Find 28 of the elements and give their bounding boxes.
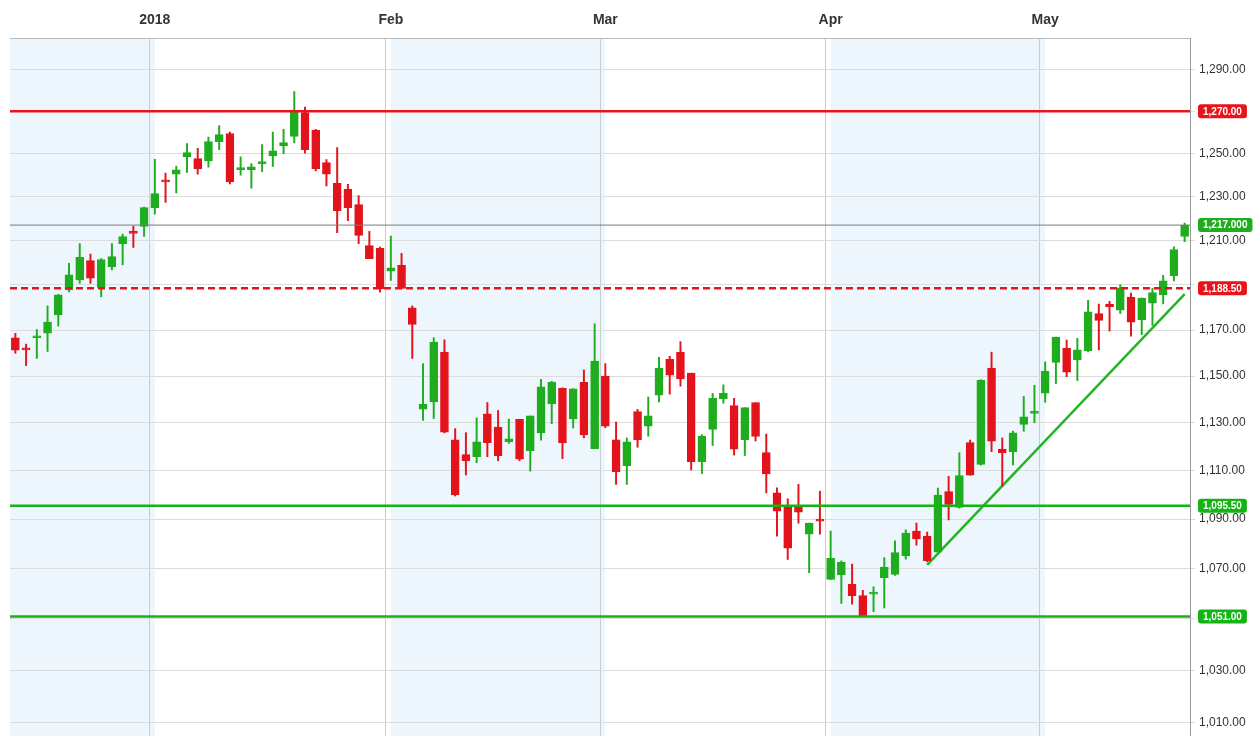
y-tick-label: 1,230.00 (1199, 189, 1247, 204)
x-tick-label: Feb (378, 11, 404, 28)
x-tick-label: 2018 (139, 11, 171, 28)
y-tick-label: 1,250.00 (1199, 146, 1247, 161)
x-tick-label: Apr (818, 11, 844, 28)
y-tick-label: 1,150.00 (1199, 368, 1247, 383)
y-tick-label: 1,110.00 (1199, 462, 1246, 477)
y-tick-label: 1,030.00 (1199, 662, 1247, 677)
candlestick (257, 144, 267, 173)
y-tick-label: 1,070.00 (1199, 560, 1247, 575)
candlestick (161, 172, 170, 203)
y-tick-label: 1,210.00 (1199, 232, 1247, 247)
y-tick-label: 1,090.00 (1199, 511, 1247, 526)
x-tick-label: Mar (592, 11, 619, 28)
candlestick (1030, 384, 1039, 424)
ref-line-label: 1,217.000 (1202, 219, 1248, 231)
ref-line-label: 1,095.50 (1202, 499, 1243, 511)
ref-line-label: 1,270.00 (1202, 105, 1243, 117)
candlestick (997, 437, 1007, 487)
y-tick-label: 1,170.00 (1199, 322, 1247, 337)
candlestick (32, 329, 42, 359)
y-tick-label: 1,130.00 (1199, 415, 1247, 430)
ref-line-label: 1,051.00 (1202, 610, 1243, 622)
y-tick-label: 1,010.00 (1199, 714, 1247, 729)
ref-line-label: 1,188.50 (1202, 282, 1243, 294)
x-tick-label: May (1031, 11, 1060, 28)
y-tick-label: 1,290.00 (1199, 61, 1247, 76)
candlestick (386, 235, 396, 281)
